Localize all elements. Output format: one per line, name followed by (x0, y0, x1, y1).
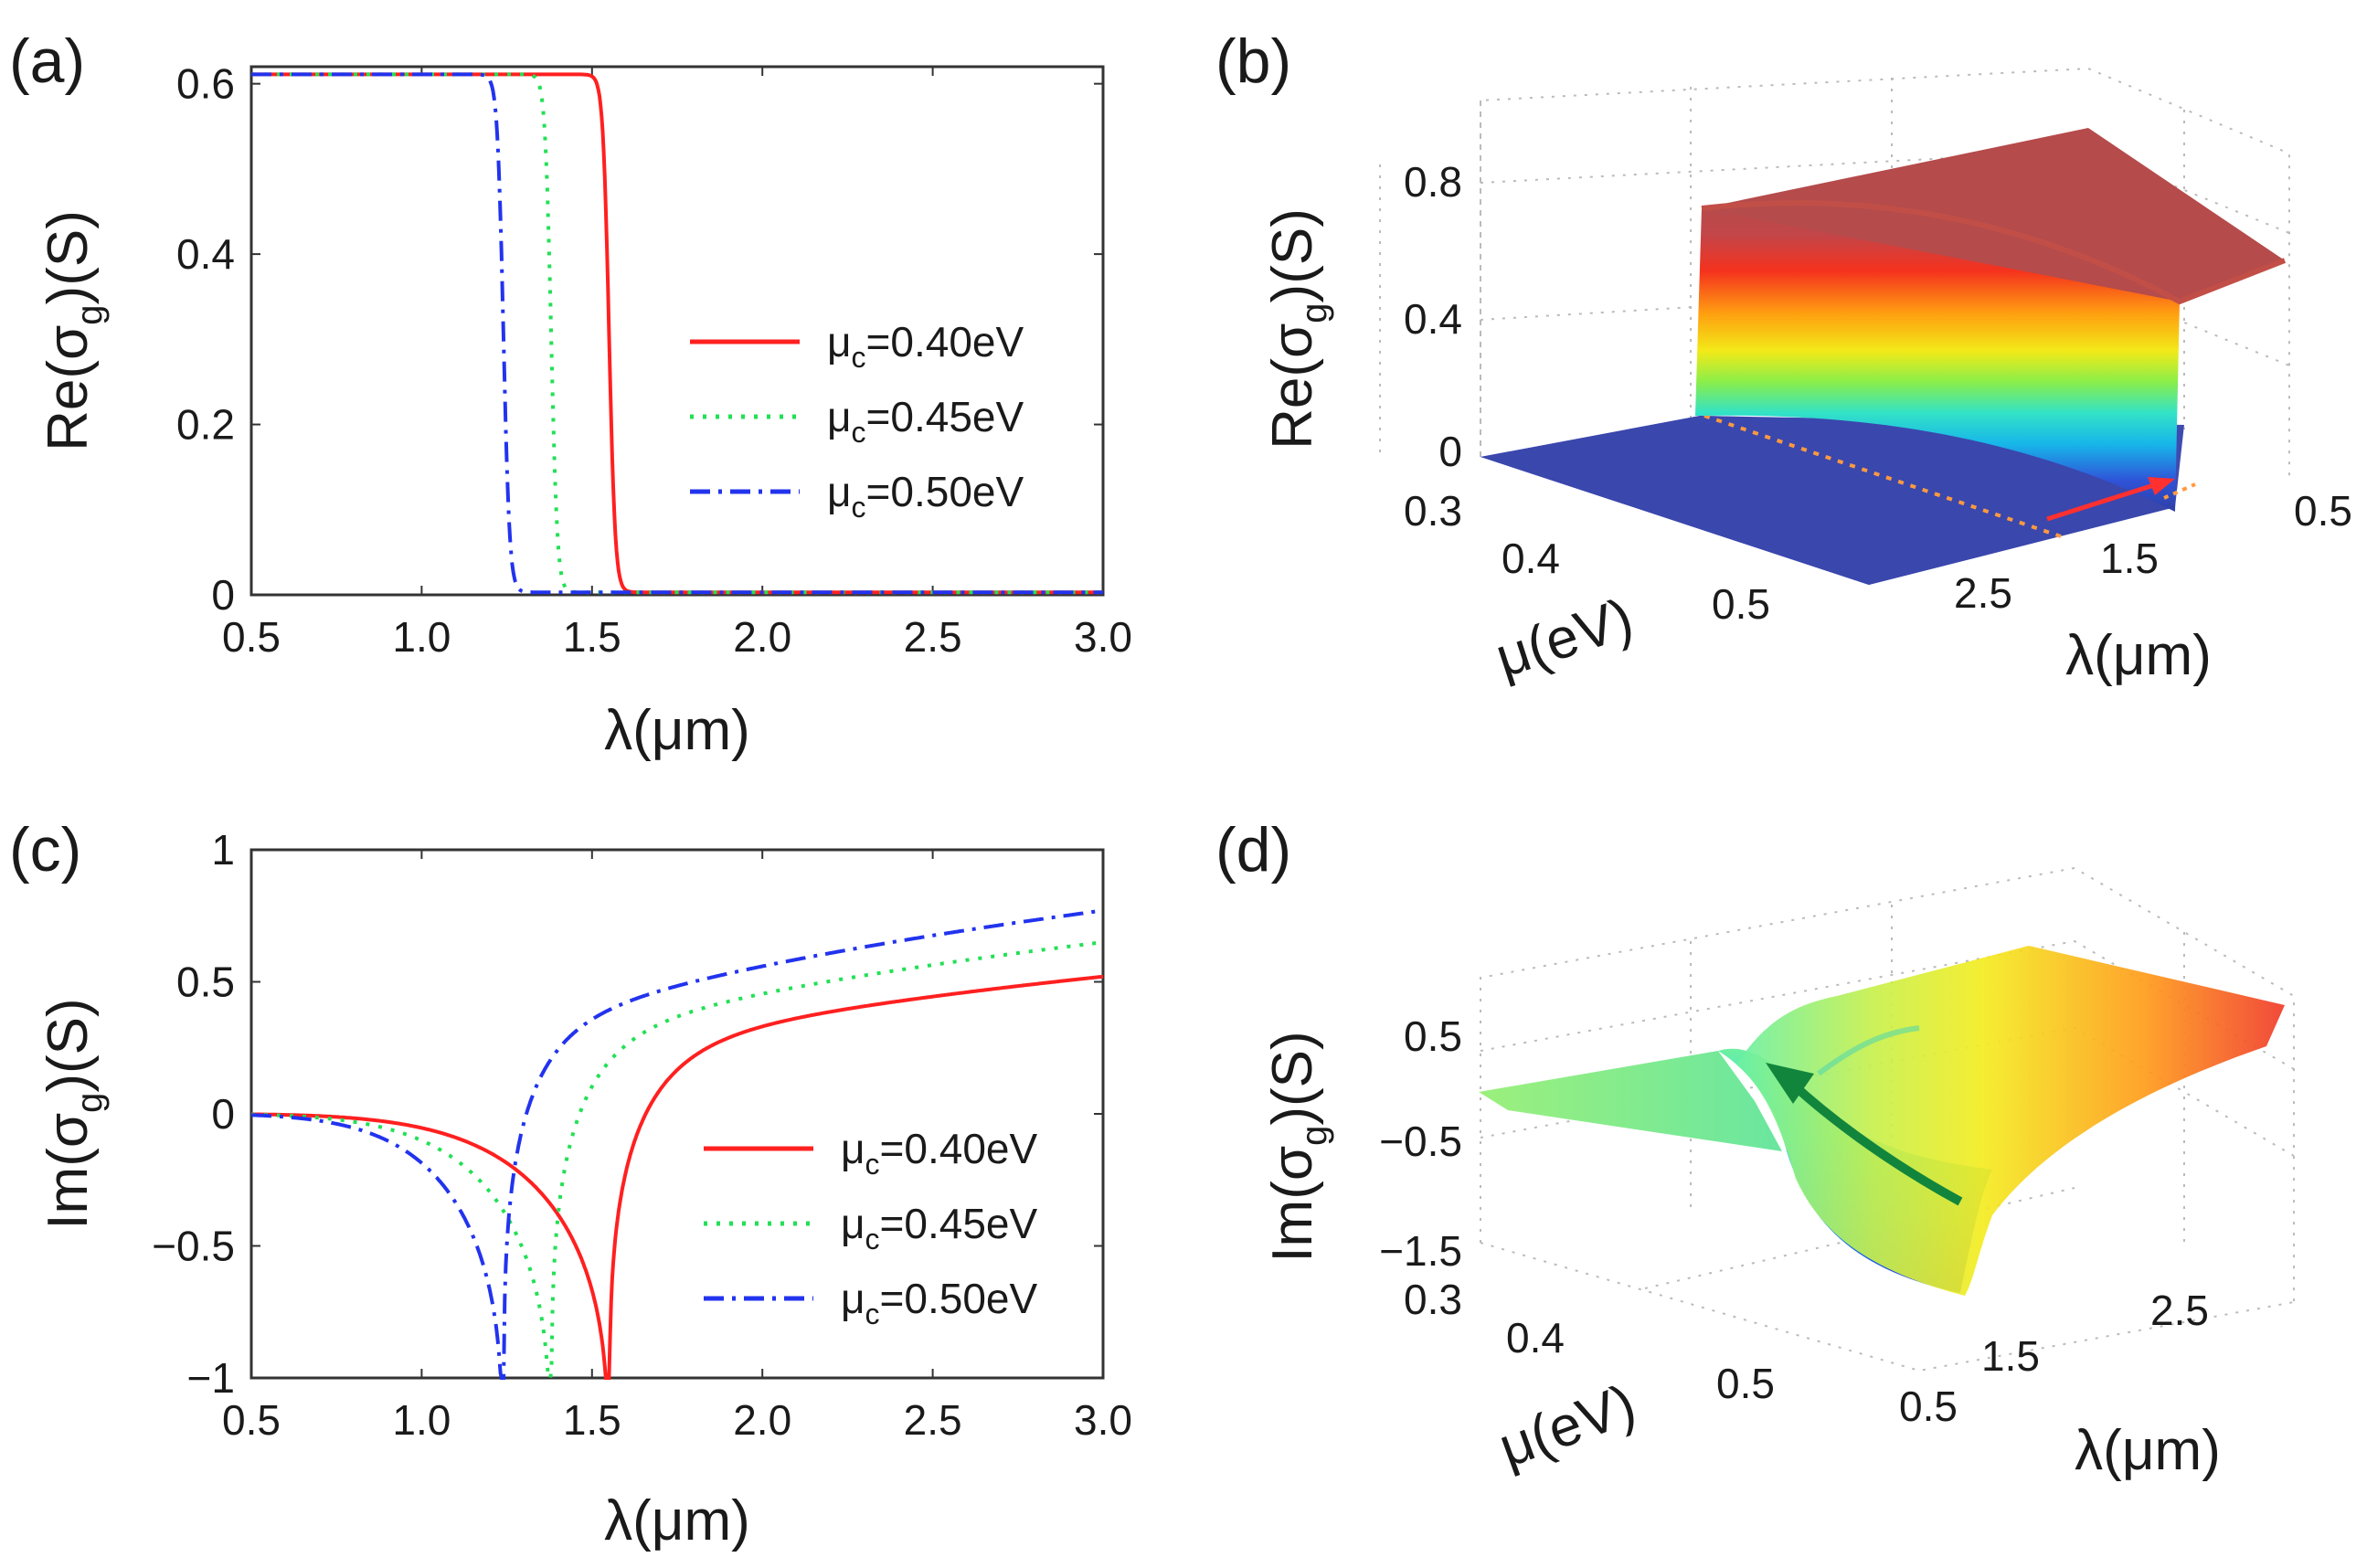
plot-a-x-ticks: 0.5 1.0 1.5 2.0 2.5 3.0 (222, 67, 1132, 661)
surface-b-arrow-head (2148, 477, 2175, 495)
y-tick-label: 0 (211, 571, 235, 619)
lambda-tick-label: 0.5 (1899, 1383, 1958, 1430)
surface-b-ticks: 0 0.4 0.8 0.3 0.4 0.5 2.5 1.5 0.5 (1404, 158, 2352, 628)
plot-c-x-ticks: 0.5 1.0 1.5 2.0 2.5 3.0 (222, 850, 1132, 1444)
y-tick-label: −0.5 (152, 1223, 235, 1270)
y-tick-label: 0.4 (176, 230, 235, 278)
panel-b-label: (b) (1215, 26, 1291, 96)
panel-a-label: (a) (9, 26, 85, 96)
surface-d-ticks: 0.5 −0.5 −1.50.3 0.4 0.5 0.5 1.5 2.5 (1379, 1012, 2209, 1430)
y-tick-label: 0.5 (176, 959, 235, 1006)
z-tick-label: 0 (1438, 428, 1462, 475)
plot-c-y-ticks: −1 −0.5 0 0.5 1 (152, 826, 1103, 1402)
plot-c-series (250, 908, 1104, 1380)
plot-a-series (251, 72, 1103, 595)
surface-d-arrow-head (1766, 1063, 1814, 1104)
legend-label: μc=0.50eV (827, 468, 1024, 524)
series-line-dashdot (250, 908, 1104, 1380)
z-tick-label: 0.4 (1404, 295, 1462, 343)
mu-tick-label: 0.3 (1404, 487, 1462, 535)
z-tick-label: 0.8 (1404, 158, 1462, 206)
surface-d-xlabel: μ(eV) (1491, 1372, 1643, 1479)
series-line-dotted (251, 72, 1103, 595)
plot-c-legend: μc=0.40eV μc=0.45eV μc=0.50eV (704, 1125, 1037, 1330)
plot-a-xlabel: λ(μm) (604, 699, 750, 762)
lambda-tick-label: 2.5 (2150, 1287, 2209, 1334)
plot-a-frame (249, 65, 1105, 597)
plot-a-ylabel: Re(σg)(S) (37, 210, 110, 451)
x-tick-label: 0.5 (222, 1396, 281, 1444)
mu-tick-label: 0.5 (1716, 1360, 1775, 1407)
panel-b: (b) 00.40.80.30.40.5 2.51.50.5 Re(σg)(S) … (1215, 26, 2352, 690)
y-tick-label: 1 (211, 826, 235, 874)
y-tick-label: −1 (187, 1354, 235, 1402)
x-tick-label: 3.0 (1074, 1396, 1132, 1444)
z-tick-label: −1.5 (1379, 1227, 1462, 1275)
plot-c-ylabel: Im(σg)(S) (37, 998, 110, 1229)
surface-d-ridge (1817, 1025, 1920, 1076)
x-tick-label: 1.5 (563, 1396, 621, 1444)
legend-label: μc=0.45eV (827, 393, 1024, 449)
x-tick-label: 2.0 (733, 1396, 791, 1444)
panel-c-label: (c) (9, 815, 81, 885)
y-tick-label: 0 (211, 1090, 235, 1138)
y-tick-label: 0.2 (176, 401, 235, 449)
surface-b-wall (1695, 203, 2180, 512)
surface-b-xlabel: μ(eV) (1488, 587, 1640, 690)
panel-c: (c) 0.5 1.0 1.5 2.0 2.5 3.0 −1 −0.5 0 0.5 1 λ(μm)… (9, 815, 1132, 1552)
panel-d-label: (d) (1215, 815, 1291, 885)
x-tick-label: 2.5 (904, 613, 962, 661)
surface-b-ylabel: λ(μm) (2065, 624, 2212, 687)
lambda-tick-label: 1.5 (1981, 1332, 2040, 1380)
lambda-tick-label: 1.5 (2100, 535, 2159, 582)
y-tick-label: 0.6 (176, 60, 235, 108)
surface-b-top-edge (1701, 200, 2287, 305)
surface-b-top (1702, 128, 2285, 302)
legend-label: μc=0.40eV (827, 318, 1024, 374)
x-tick-label: 1.0 (392, 613, 451, 661)
panel-a: (a) 0.5 1.0 1.5 2.0 2.5 3.0 00.20.40.6 λ(μm) … (9, 26, 1132, 762)
mu-tick-label: 0.5 (1712, 580, 1770, 628)
plot-a-y-ticks: 0 0.2 0.4 0.6 (176, 60, 1103, 619)
surface-d-left-sheet (1479, 1051, 1782, 1151)
z-tick-label: −0.5 (1379, 1118, 1462, 1165)
surface-b-zlabel: Re(σg)(S) (1261, 208, 1334, 450)
surface-d-zlabel: Im(σg)(S) (1261, 1031, 1334, 1262)
mu-tick-label: 0.4 (1506, 1314, 1565, 1361)
surface-d-right-sheet (1736, 946, 2285, 1296)
x-tick-label: 2.0 (733, 613, 791, 661)
legend-label: μc=0.50eV (841, 1275, 1037, 1330)
mu-tick-label: 0.4 (1502, 535, 1560, 582)
surface-d-arrow (1788, 1079, 1963, 1206)
series-line-dotted (251, 940, 1104, 1380)
lambda-tick-label: 2.5 (1954, 569, 2012, 617)
series-line-solid (251, 974, 1104, 1380)
x-tick-label: 1.5 (563, 613, 621, 661)
x-tick-label: 1.0 (392, 1396, 451, 1444)
plot-a-legend: μc=0.40eV μc=0.45eV μc=0.50eV (690, 318, 1024, 524)
surface-d-ylabel: λ(μm) (2075, 1419, 2221, 1482)
x-tick-label: 0.5 (222, 613, 281, 661)
panel-d: (d) 0.5 −0.5 −1.50.3 0.4 0.5 0.5 1.5 2.5 Im(σg)… (1215, 815, 2295, 1482)
series-line-dashdot (251, 72, 1103, 595)
plot-c-xlabel: λ(μm) (604, 1489, 750, 1552)
z-tick-label: 0.5 (1404, 1012, 1462, 1060)
legend-label: μc=0.45eV (841, 1200, 1037, 1255)
x-tick-label: 3.0 (1074, 613, 1132, 661)
legend-label: μc=0.40eV (841, 1125, 1037, 1181)
surface-b-base (1480, 416, 2175, 585)
surface-b-arrow (2046, 482, 2158, 522)
x-tick-label: 2.5 (904, 1396, 962, 1444)
lambda-tick-label: 0.5 (2294, 487, 2352, 535)
mu-tick-label: 0.3 (1404, 1276, 1462, 1323)
